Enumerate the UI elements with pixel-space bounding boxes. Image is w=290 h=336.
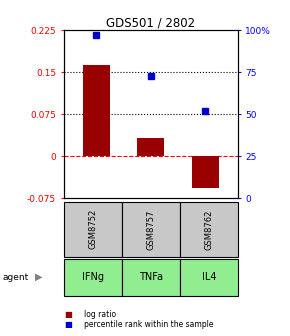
Text: GSM8762: GSM8762 [204, 209, 213, 250]
Text: ■: ■ [64, 320, 72, 329]
Text: ▶: ▶ [35, 272, 43, 282]
Text: agent: agent [3, 273, 29, 282]
Text: percentile rank within the sample: percentile rank within the sample [84, 320, 214, 329]
Title: GDS501 / 2802: GDS501 / 2802 [106, 16, 195, 29]
Text: log ratio: log ratio [84, 310, 116, 319]
Bar [83, 65, 110, 156]
Bar [192, 156, 219, 188]
Text: TNFa: TNFa [139, 272, 163, 282]
Text: GSM8757: GSM8757 [146, 209, 155, 250]
Text: GSM8752: GSM8752 [88, 209, 97, 249]
Text: IL4: IL4 [202, 272, 216, 282]
Bar [137, 138, 164, 156]
Text: ■: ■ [64, 310, 72, 319]
Text: IFNg: IFNg [82, 272, 104, 282]
